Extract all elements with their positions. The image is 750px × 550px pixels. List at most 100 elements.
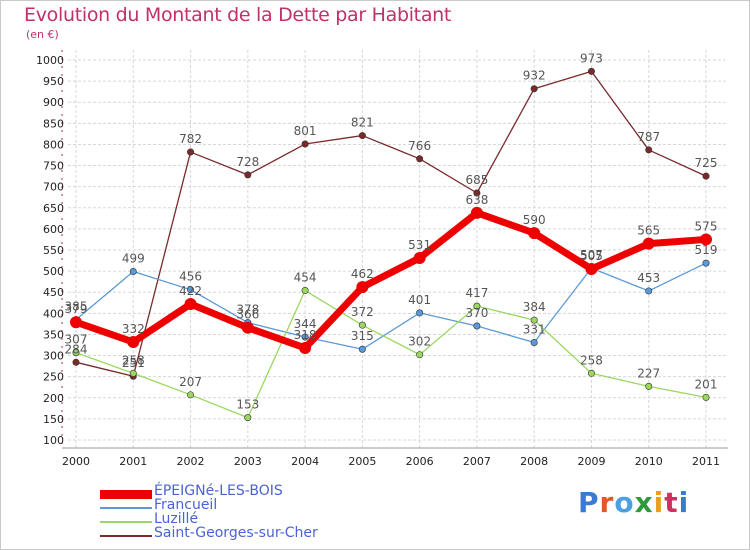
legend-label: Saint-Georges-sur-Cher: [154, 525, 318, 541]
data-label: 685: [465, 173, 488, 187]
x-tick-label: 2004: [291, 455, 319, 468]
data-label: 638: [465, 193, 488, 207]
data-point: [187, 391, 195, 399]
legend-swatch: [100, 507, 152, 509]
data-label: 227: [637, 366, 660, 380]
data-label: 372: [351, 305, 374, 319]
x-tick-label: 2001: [119, 455, 147, 468]
x-tick-label: 2007: [463, 455, 491, 468]
legend-label: ÉPEIGNé-LES-BOIS: [154, 483, 283, 499]
data-label: 973: [580, 51, 603, 65]
data-label: 258: [580, 353, 603, 367]
data-point: [473, 189, 481, 197]
data-point: [528, 227, 541, 240]
data-point: [473, 302, 481, 310]
x-tick-label: 2000: [62, 455, 90, 468]
data-point: [642, 237, 655, 250]
data-label: 331: [523, 322, 546, 336]
data-label: 284: [65, 342, 88, 356]
series-line: [75, 289, 707, 419]
y-tick-label: 700: [43, 181, 64, 194]
series-line: [75, 262, 707, 350]
data-point: [244, 171, 252, 179]
data-point: [702, 393, 710, 401]
data-point: [530, 316, 538, 324]
y-tick-label: 750: [43, 160, 64, 173]
data-label: 462: [351, 267, 374, 281]
y-tick-label: 100: [43, 434, 64, 447]
data-point: [416, 351, 424, 359]
data-label: 456: [179, 270, 202, 284]
data-point: [473, 322, 481, 330]
data-label: 401: [408, 293, 431, 307]
data-label: 821: [351, 116, 374, 130]
data-point: [702, 172, 710, 180]
data-point: [416, 309, 424, 317]
data-point: [358, 345, 366, 353]
legend-swatch: [100, 521, 152, 523]
y-tick-label: 950: [43, 75, 64, 88]
data-label: 251: [122, 356, 145, 370]
data-point: [358, 132, 366, 140]
y-tick-label: 800: [43, 138, 64, 151]
data-point: [700, 233, 712, 246]
proxiti-logo: Proxiti: [578, 486, 689, 519]
data-point: [244, 414, 252, 422]
y-tick-label: 200: [43, 392, 64, 405]
chart-title: Evolution du Montant de la Dette par Hab…: [24, 4, 452, 26]
series-lines: [70, 67, 712, 422]
data-label: 378: [236, 303, 259, 317]
axes: [61, 50, 728, 449]
data-label: 379: [65, 302, 88, 316]
y-tick-label: 900: [43, 96, 64, 109]
data-label: 344: [294, 317, 317, 331]
data-label: 725: [695, 156, 718, 170]
data-point: [585, 263, 598, 275]
data-label: 370: [465, 306, 488, 320]
data-point: [301, 140, 309, 148]
legend-swatch: [100, 489, 152, 499]
data-point: [72, 349, 80, 357]
x-tick-label: 2002: [177, 455, 205, 468]
data-label: 201: [695, 377, 718, 391]
series-line: [75, 70, 707, 377]
series-line: [72, 209, 710, 352]
data-point: [301, 287, 309, 295]
data-label: 932: [523, 69, 546, 83]
data-label: 307: [65, 333, 88, 347]
y-tick-label: 650: [43, 202, 64, 215]
data-point: [187, 148, 195, 156]
data-label: 531: [408, 238, 431, 252]
y-tick-label: 600: [43, 223, 64, 236]
logo-letter: o: [614, 486, 635, 519]
x-tick-label: 2005: [348, 455, 376, 468]
data-label: 454: [294, 271, 317, 285]
data-label: 787: [637, 130, 660, 144]
data-point: [129, 369, 137, 377]
y-tick-label: 450: [43, 286, 64, 299]
logo-letter: i: [653, 486, 665, 519]
data-label: 366: [236, 308, 259, 322]
data-point: [645, 382, 653, 390]
y-tick-label: 1000: [36, 54, 64, 67]
data-point: [184, 298, 197, 311]
data-point: [470, 206, 483, 219]
data-label: 153: [236, 398, 259, 412]
legend-label: Francueil: [154, 497, 218, 513]
data-point: [187, 286, 195, 294]
y-tick-label: 500: [43, 265, 64, 278]
x-tick-label: 2009: [577, 455, 605, 468]
data-point: [301, 333, 309, 341]
data-point: [241, 321, 254, 334]
data-label: 728: [236, 155, 259, 169]
data-label: 507: [580, 248, 603, 262]
data-point: [129, 268, 137, 276]
data-point: [530, 85, 538, 93]
y-tick-label: 400: [43, 307, 64, 320]
data-label: 519: [695, 243, 718, 257]
data-label: 766: [408, 139, 431, 153]
data-label: 505: [580, 249, 603, 263]
data-label: 318: [294, 328, 317, 342]
